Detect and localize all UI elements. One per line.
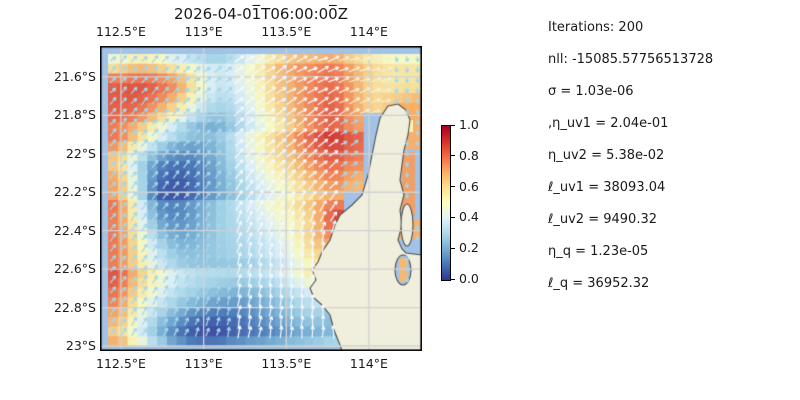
colorbar-tick-label: 0.0 [459, 271, 479, 286]
colorbar-tick [451, 186, 455, 188]
stat-iterations: Iterations: 200 [548, 20, 644, 35]
stat-eta-uv1: ,η_uv1 = 2.04e-01 [548, 116, 669, 131]
stat-l-q: ℓ_q = 36952.32 [548, 276, 650, 291]
colorbar-tick-label: 0.6 [459, 178, 479, 194]
colorbar-tick-label: 0.4 [459, 209, 479, 225]
stat-eta-q: η_q = 1.23e-05 [548, 244, 649, 259]
lon-tick-label-top: 113°E [184, 24, 223, 39]
stat-l-uv1: ℓ_uv1 = 38093.04 [548, 180, 666, 195]
lat-tick-label: 22.8°S [53, 299, 96, 315]
map-canvas [100, 46, 422, 351]
lat-tick-label: 22.6°S [53, 261, 96, 277]
colorbar-tick [451, 278, 455, 280]
colorbar-tick [451, 247, 455, 249]
stat-l-uv2: ℓ_uv2 = 9490.32 [548, 212, 657, 227]
lon-tick-label-bottom: 113°E [184, 356, 223, 371]
lat-tick-label: 21.6°S [53, 68, 96, 84]
stat-eta-uv2: η_uv2 = 5.38e-02 [548, 148, 665, 163]
stat-nll: nll: -15085.57756513728 [548, 52, 714, 67]
colorbar [441, 125, 451, 281]
colorbar-tick [451, 216, 455, 218]
colorbar-tick [451, 124, 455, 126]
colorbar-tick-label: 0.8 [459, 147, 479, 163]
lon-tick-label-top: 113.5°E [261, 24, 312, 39]
lon-tick-label-top: 112.5°E [96, 24, 146, 39]
plot-title: 2026-04-01̅T06:00:00̅Z [174, 5, 348, 23]
lon-tick-label-bottom: 114°E [349, 356, 388, 371]
lon-tick-label-bottom: 112.5°E [96, 356, 146, 371]
lon-tick-label-bottom: 113.5°E [261, 356, 312, 371]
colorbar-tick-label: 1.0 [459, 117, 479, 132]
stats-panel: Iterations: 200 nll: -15085.57756513728 … [548, 12, 798, 300]
lat-tick-label: 21.8°S [53, 107, 96, 123]
lat-tick-label: 22.4°S [53, 222, 96, 238]
lat-tick-label: 22°S [65, 145, 96, 161]
lat-tick-label: 22.2°S [53, 184, 96, 200]
stat-sigma: σ = 1.03e-06 [548, 84, 634, 99]
lon-tick-label-top: 114°E [349, 24, 388, 39]
lat-tick-label: 23°S [65, 338, 96, 353]
colorbar-tick-label: 0.2 [459, 240, 479, 256]
colorbar-tick [451, 155, 455, 157]
